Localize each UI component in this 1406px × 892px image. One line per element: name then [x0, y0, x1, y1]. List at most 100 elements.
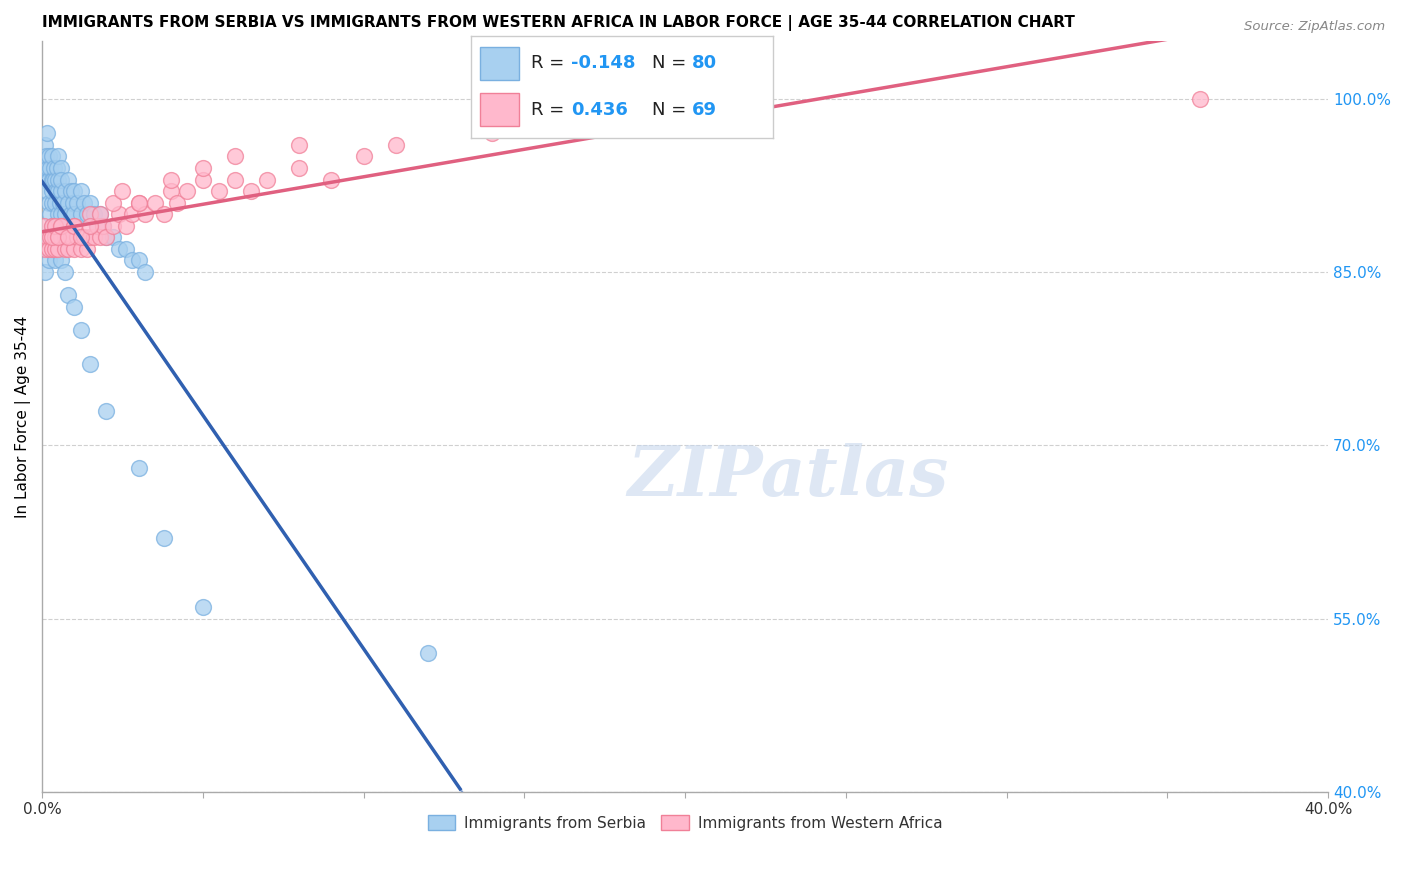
- Bar: [479, 93, 519, 126]
- Point: [73, 230, 96, 244]
- Point: [56, 172, 79, 186]
- Point: [101, 195, 124, 210]
- Point: [121, 253, 143, 268]
- Point: [32, 219, 55, 233]
- Text: 0.436: 0.436: [571, 101, 627, 119]
- Point: [673, 115, 696, 129]
- Point: [159, 172, 181, 186]
- Point: [1188, 92, 1211, 106]
- Point: [53, 230, 76, 244]
- Point: [153, 207, 176, 221]
- Point: [128, 461, 150, 475]
- Point: [46, 230, 69, 244]
- Point: [128, 195, 150, 210]
- Point: [288, 137, 311, 152]
- Point: [416, 646, 439, 660]
- Point: [44, 230, 66, 244]
- Point: [63, 300, 86, 314]
- Point: [108, 207, 131, 221]
- Point: [63, 184, 86, 198]
- Point: [41, 242, 63, 256]
- Point: [46, 149, 69, 163]
- Point: [41, 184, 63, 198]
- Point: [46, 172, 69, 186]
- Point: [60, 207, 83, 221]
- Point: [63, 242, 86, 256]
- Point: [86, 219, 108, 233]
- Point: [240, 184, 263, 198]
- Point: [481, 126, 503, 140]
- Point: [224, 149, 246, 163]
- Point: [51, 219, 73, 233]
- Point: [191, 600, 214, 615]
- Point: [53, 184, 76, 198]
- Point: [46, 230, 69, 244]
- Point: [321, 172, 343, 186]
- Point: [153, 531, 176, 545]
- Point: [60, 230, 83, 244]
- Point: [134, 265, 156, 279]
- Point: [41, 242, 63, 256]
- Point: [288, 161, 311, 175]
- Point: [34, 242, 56, 256]
- Point: [114, 219, 136, 233]
- Point: [44, 230, 66, 244]
- Point: [79, 195, 101, 210]
- Point: [63, 219, 86, 233]
- Point: [143, 195, 166, 210]
- Point: [96, 230, 118, 244]
- Point: [66, 230, 89, 244]
- Point: [35, 126, 58, 140]
- Point: [46, 242, 69, 256]
- Text: ZIPatlas: ZIPatlas: [627, 442, 949, 510]
- Legend: Immigrants from Serbia, Immigrants from Western Africa: Immigrants from Serbia, Immigrants from …: [422, 809, 949, 837]
- Point: [256, 172, 278, 186]
- Point: [46, 207, 69, 221]
- Text: 80: 80: [692, 54, 717, 72]
- Point: [69, 230, 91, 244]
- Point: [128, 253, 150, 268]
- Point: [35, 230, 58, 244]
- Point: [49, 195, 72, 210]
- Point: [44, 219, 66, 233]
- Point: [96, 230, 118, 244]
- Point: [66, 195, 89, 210]
- Point: [41, 195, 63, 210]
- Point: [83, 207, 105, 221]
- Point: [63, 219, 86, 233]
- Point: [191, 161, 214, 175]
- Point: [101, 230, 124, 244]
- Point: [384, 137, 406, 152]
- Point: [37, 161, 59, 175]
- Point: [176, 184, 198, 198]
- Point: [35, 161, 58, 175]
- Point: [69, 184, 91, 198]
- Text: R =: R =: [531, 101, 571, 119]
- Point: [79, 207, 101, 221]
- Point: [56, 288, 79, 302]
- Point: [44, 161, 66, 175]
- Point: [34, 265, 56, 279]
- Point: [79, 230, 101, 244]
- Point: [96, 403, 118, 417]
- Text: 69: 69: [692, 101, 717, 119]
- Point: [224, 172, 246, 186]
- Point: [101, 219, 124, 233]
- Point: [44, 195, 66, 210]
- Point: [56, 230, 79, 244]
- Point: [83, 230, 105, 244]
- Bar: [479, 47, 519, 79]
- Point: [128, 195, 150, 210]
- Point: [38, 195, 60, 210]
- Point: [41, 172, 63, 186]
- Point: [159, 184, 181, 198]
- Point: [51, 207, 73, 221]
- Point: [41, 219, 63, 233]
- Point: [41, 230, 63, 244]
- Text: IMMIGRANTS FROM SERBIA VS IMMIGRANTS FROM WESTERN AFRICA IN LABOR FORCE | AGE 35: IMMIGRANTS FROM SERBIA VS IMMIGRANTS FRO…: [42, 15, 1076, 31]
- Point: [35, 184, 58, 198]
- Point: [32, 161, 55, 175]
- Point: [38, 172, 60, 186]
- Point: [60, 184, 83, 198]
- Point: [63, 207, 86, 221]
